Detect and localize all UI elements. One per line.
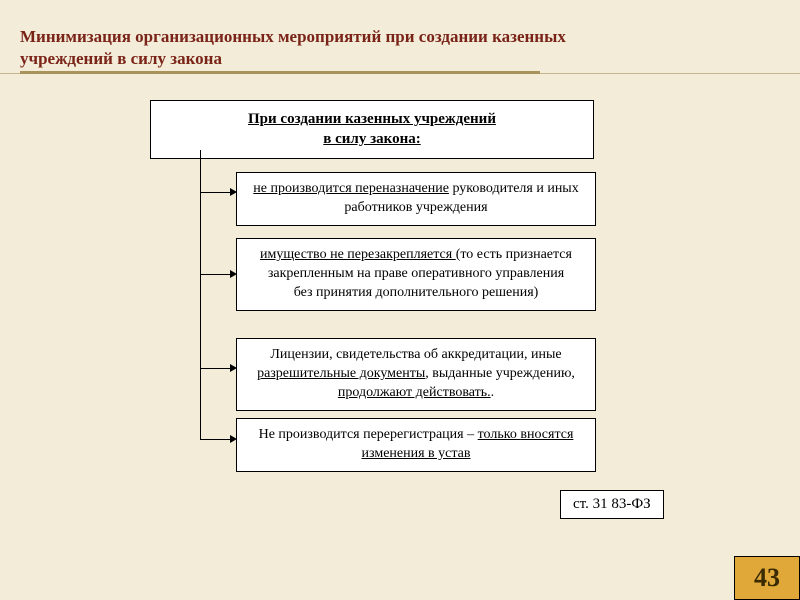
page-number-box: 43: [734, 556, 800, 600]
flow-header-box: При создании казенных учреждений в силу …: [150, 100, 594, 159]
flow-item-text: без принятия дополнительного решения): [294, 285, 539, 300]
connector-branch: [200, 192, 232, 193]
flow-item-text: .: [491, 385, 495, 400]
flow-item-box: Не производится перерегистрация – только…: [236, 418, 596, 472]
flow-item-box: не производится переназначение руководит…: [236, 172, 596, 226]
flow-item-text: только: [478, 427, 521, 442]
connector-branch: [200, 439, 232, 440]
flow-item-text: продолжают действовать.: [338, 385, 491, 400]
page-title: Минимизация организационных мероприятий …: [20, 26, 660, 70]
title-rule-accent: [20, 71, 540, 74]
flow-item-text: имущество не перезакрепляется: [260, 247, 456, 262]
connector-branch: [200, 368, 232, 369]
flow-item-text: Не производится перерегистрация –: [259, 427, 478, 442]
flow-item-text: Лицензии, свидетельства об аккредитации,…: [270, 347, 561, 362]
flow-item-box: имущество не перезакрепляется (то есть п…: [236, 238, 596, 311]
flow-item-text: не производится переназначение: [253, 181, 449, 196]
flow-header-line1: При создании казенных учреждений: [248, 111, 496, 127]
flow-item-box: Лицензии, свидетельства об аккредитации,…: [236, 338, 596, 411]
page-number: 43: [754, 563, 780, 593]
citation-box: ст. 31 83-ФЗ: [560, 490, 664, 519]
flow-item-text: разрешительные документы: [257, 366, 425, 381]
flow-header-line2: в силу закона:: [323, 131, 420, 147]
flow-item-text: , выданные учреждению,: [425, 366, 575, 381]
connector-branch: [200, 274, 232, 275]
connector-trunk: [200, 150, 201, 439]
